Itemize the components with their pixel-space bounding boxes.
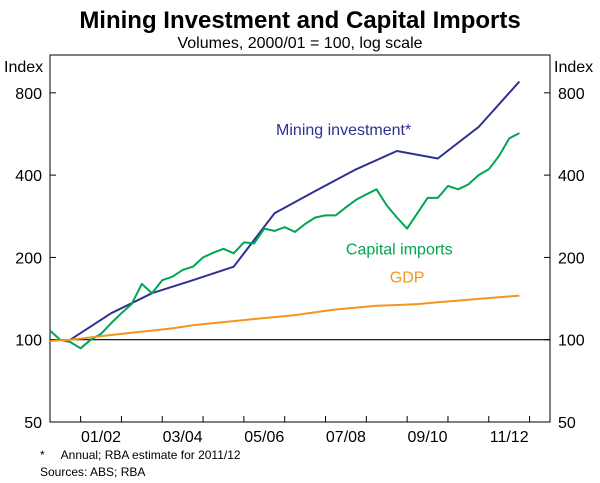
y-tick-label-right: 800	[558, 86, 585, 103]
y-tick-label-right: 400	[558, 168, 585, 185]
x-tick-label: 07/08	[326, 429, 366, 446]
plot-area	[49, 54, 551, 423]
series-line-capital-imports	[49, 132, 520, 350]
x-tick-label: 03/04	[163, 429, 203, 446]
y-tick-label-right: 50	[558, 415, 576, 432]
x-tick-label: 11/12	[490, 429, 529, 446]
chart-title: Mining Investment and Capital Imports	[79, 7, 520, 34]
chart-subtitle: Volumes, 2000/01 = 100, log scale	[177, 35, 422, 52]
x-tick-label: 01/02	[81, 429, 121, 446]
x-tick-label: 09/10	[408, 429, 448, 446]
y-tick-label-left: 100	[15, 333, 42, 350]
y-tick-label-right: 100	[558, 333, 585, 350]
series-label-gdp: GDP	[390, 269, 425, 286]
series-line-gdp	[49, 294, 520, 342]
footnote-annual: * Annual; RBA estimate for 2011/12	[40, 448, 241, 462]
y-axis-label-left: Index	[4, 59, 43, 76]
y-tick-label-left: 800	[15, 86, 42, 103]
y-tick-label-left: 200	[15, 250, 42, 267]
series-label-capital-imports: Capital imports	[346, 241, 453, 258]
series-line-mining-investment	[69, 80, 521, 341]
y-tick-label-right: 200	[558, 250, 585, 267]
series-label-mining-investment: Mining investment*	[276, 122, 411, 139]
y-axis-label-right: Index	[554, 59, 593, 76]
y-tick-label-left: 50	[24, 415, 42, 432]
y-tick-label-left: 400	[15, 168, 42, 185]
x-tick-label: 05/06	[244, 429, 284, 446]
footnote-sources: Sources: ABS; RBA	[40, 465, 146, 479]
